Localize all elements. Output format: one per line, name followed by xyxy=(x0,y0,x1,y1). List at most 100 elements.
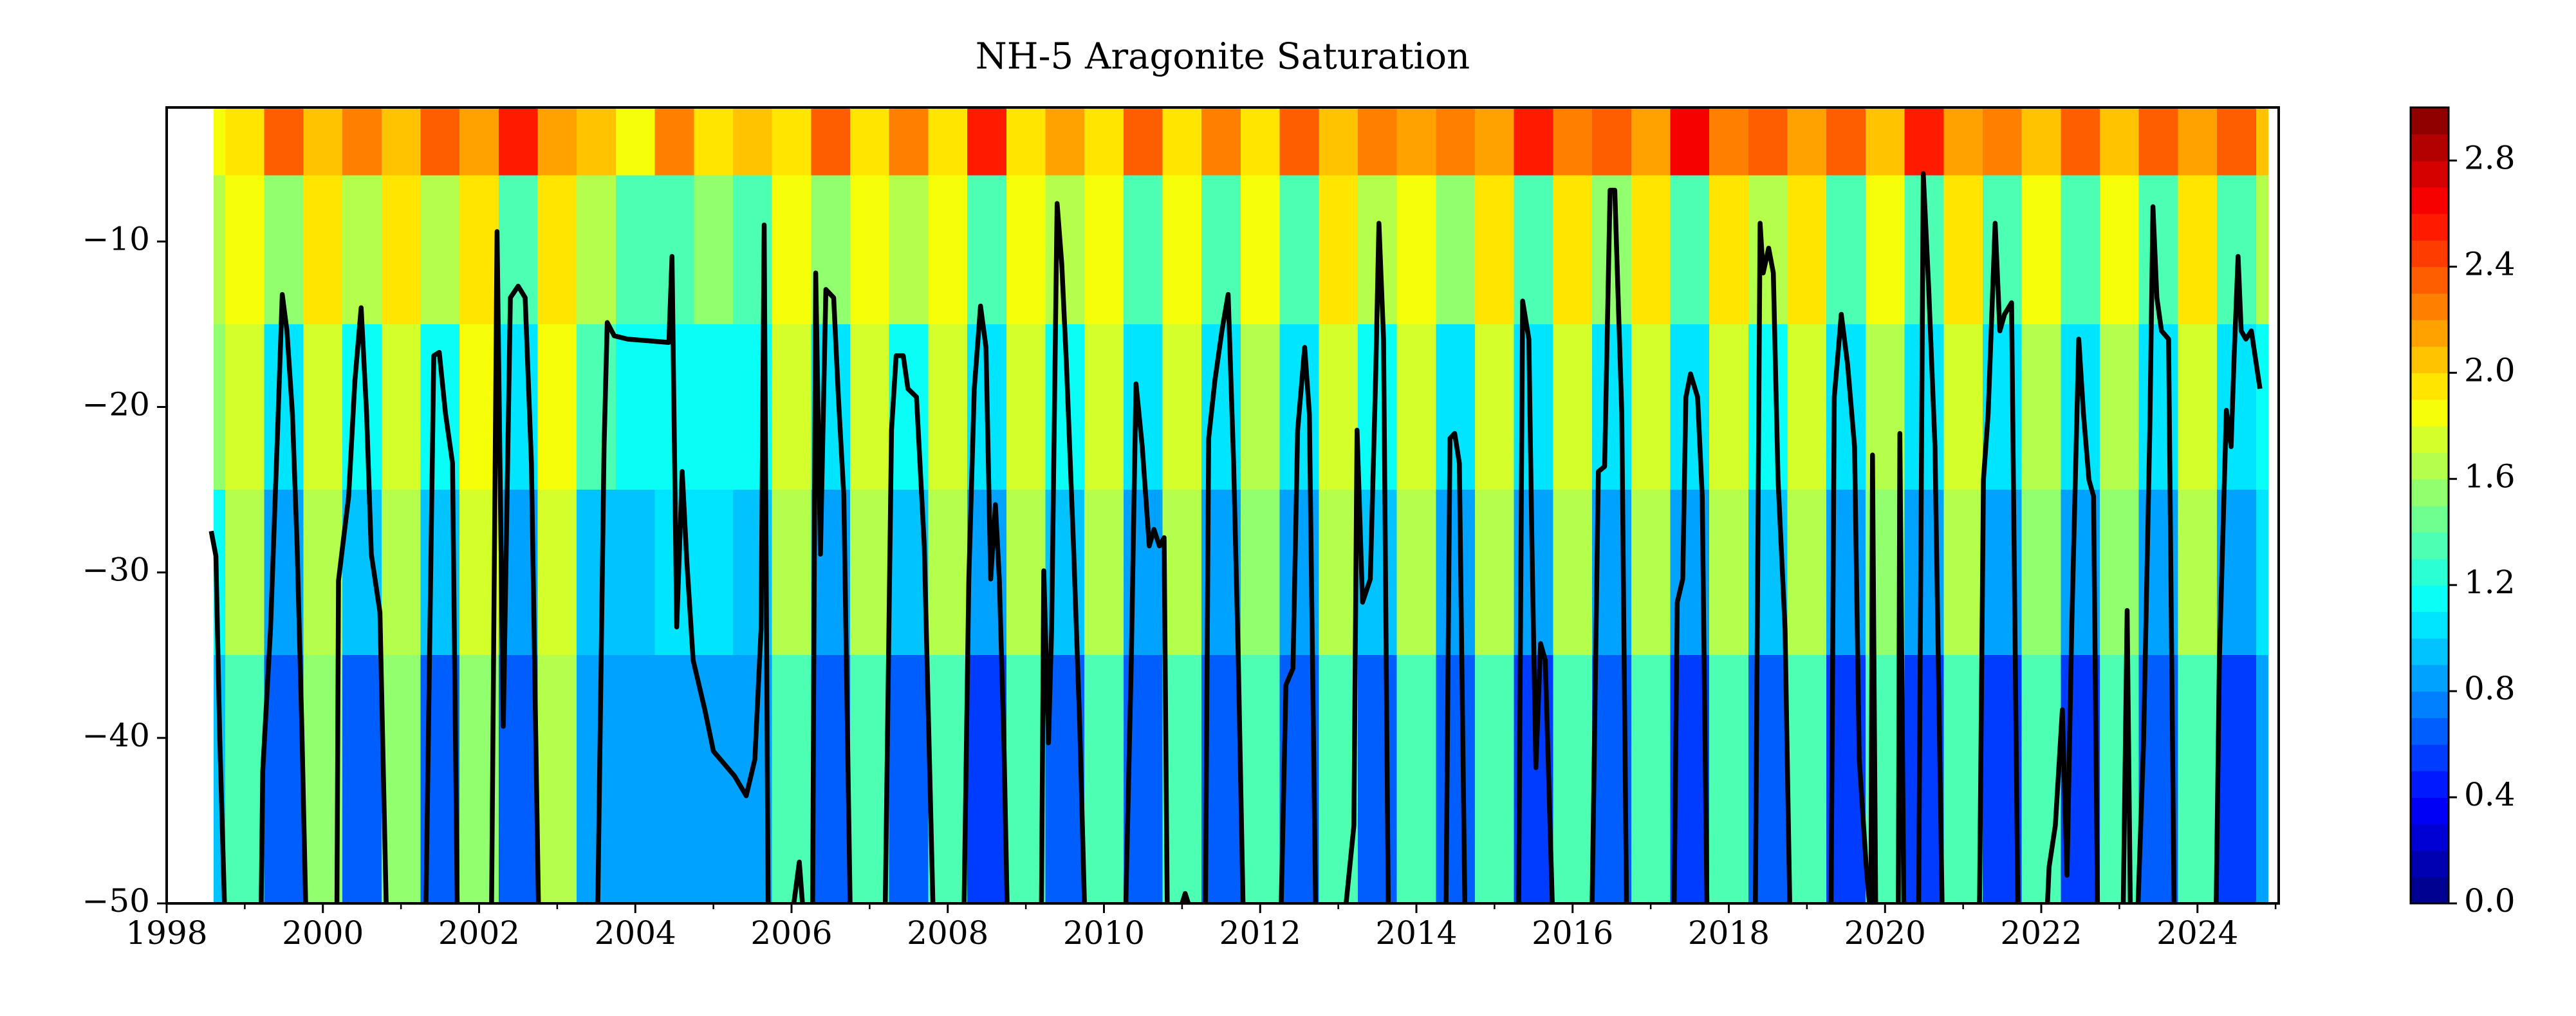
colorbar-band xyxy=(2411,160,2449,188)
field-cell xyxy=(381,490,422,656)
field-cell xyxy=(1631,107,1671,176)
colorbar-band xyxy=(2411,452,2449,480)
field-cell xyxy=(2178,175,2218,325)
chart-title: NH-5 Aragonite Saturation xyxy=(976,36,1470,78)
field-cell xyxy=(342,107,382,176)
field-cell xyxy=(1475,324,1515,490)
field-cell xyxy=(1396,175,1437,325)
x-tick-label: 2022 xyxy=(2000,914,2082,952)
field-cell xyxy=(811,107,851,176)
field-cell xyxy=(2100,490,2140,656)
field-cell xyxy=(213,175,226,325)
field-cell xyxy=(577,490,616,656)
field-cell xyxy=(1904,107,1945,176)
x-tick-label: 2018 xyxy=(1688,914,1770,952)
x-tick-label: 2020 xyxy=(1844,914,1926,952)
field-cell xyxy=(1514,175,1554,325)
colorbar-band xyxy=(2411,585,2449,613)
field-cell xyxy=(2100,655,2140,903)
field-cell xyxy=(654,107,695,176)
field-cell xyxy=(2256,175,2268,325)
field-cell xyxy=(889,655,929,903)
x-tick-label: 2008 xyxy=(907,914,988,952)
field-cell xyxy=(1279,107,1320,176)
field-cell xyxy=(1475,490,1515,656)
field-cell xyxy=(1006,490,1046,656)
field-cell xyxy=(1084,324,1124,490)
colorbar-band xyxy=(2411,850,2449,878)
field-cell xyxy=(2256,107,2268,176)
field-cell xyxy=(1553,107,1593,176)
colorbar-band xyxy=(2411,399,2449,427)
field-cell xyxy=(1240,324,1281,490)
field-cell xyxy=(2021,490,2062,656)
field-cell xyxy=(1826,175,1866,325)
field-cell xyxy=(1396,324,1437,490)
colorbar-band xyxy=(2411,293,2449,320)
field-cell xyxy=(577,324,616,490)
field-cell xyxy=(1436,107,1476,176)
field-cell xyxy=(1006,107,1046,176)
field-cell xyxy=(1592,107,1632,176)
field-cell xyxy=(264,107,304,176)
y-tick-label: −40 xyxy=(82,717,150,754)
field-cell xyxy=(615,175,656,325)
field-cell xyxy=(1319,490,1358,656)
field-cell xyxy=(654,655,695,903)
field-cell xyxy=(225,490,265,656)
colorbar-band xyxy=(2411,770,2449,798)
field-cell xyxy=(1670,175,1710,325)
x-tick-label: 2004 xyxy=(595,914,676,952)
x-tick-label: 2016 xyxy=(1532,914,1613,952)
field-cell xyxy=(2100,324,2140,490)
x-tick-label: 2006 xyxy=(750,914,832,952)
field-cell xyxy=(772,324,812,490)
field-cell xyxy=(342,175,382,325)
field-cell xyxy=(1670,107,1710,176)
field-cell xyxy=(1279,175,1320,325)
field-cell xyxy=(1240,175,1281,325)
field-cell xyxy=(498,175,539,325)
field-cell xyxy=(1436,490,1476,656)
field-cell xyxy=(2217,655,2257,903)
colorbar-band xyxy=(2411,107,2449,135)
field-cell xyxy=(1592,324,1632,490)
field-cell xyxy=(1748,324,1788,490)
field-cell xyxy=(1396,107,1437,176)
field-cell xyxy=(1319,324,1358,490)
field-cell xyxy=(1162,324,1203,490)
field-cell xyxy=(694,175,734,325)
field-cell xyxy=(1162,175,1203,325)
colorbar-band xyxy=(2411,240,2449,268)
x-tick-label: 1998 xyxy=(125,914,207,952)
field-cell xyxy=(850,490,890,656)
field-cell xyxy=(1436,175,1476,325)
y-tick-label: −10 xyxy=(82,220,150,257)
field-cell xyxy=(1631,490,1671,656)
field-cell xyxy=(967,107,1007,176)
field-cell xyxy=(1943,655,1983,903)
field-cell xyxy=(1943,175,1983,325)
field-cell xyxy=(577,175,616,325)
contour-line xyxy=(208,171,2263,903)
field-cell xyxy=(732,107,773,176)
field-cell xyxy=(420,107,460,176)
field-cell xyxy=(1709,175,1749,325)
field-cell xyxy=(2178,324,2218,490)
colorbar-frame xyxy=(2409,106,2450,905)
x-tick-label: 2000 xyxy=(282,914,364,952)
field-cell xyxy=(1709,324,1749,490)
field-cell xyxy=(1123,175,1163,325)
colorbar-band xyxy=(2411,717,2449,745)
x-tick-label: 2024 xyxy=(2156,914,2238,952)
field-cell xyxy=(1201,175,1241,325)
field-cell xyxy=(2178,490,2218,656)
field-cell xyxy=(381,324,422,490)
field-cell xyxy=(889,175,929,325)
field-cell xyxy=(225,107,265,176)
field-cell xyxy=(2061,107,2100,176)
field-cell xyxy=(1084,175,1124,325)
colorbar-tick-label: 2.0 xyxy=(2464,351,2516,389)
field-cell xyxy=(303,324,343,490)
